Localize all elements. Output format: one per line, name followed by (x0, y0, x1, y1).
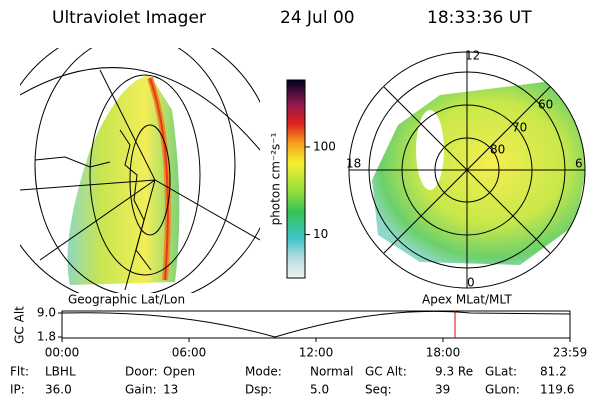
y-tick-label: 1.8 (37, 330, 56, 344)
status-value: Normal (310, 365, 353, 379)
mlt-label: 18 (346, 157, 361, 171)
status-label: Door: (125, 365, 158, 379)
status-value: Open (163, 365, 195, 379)
colorbar (286, 79, 306, 279)
geographic-image (20, 48, 260, 293)
timeline-box (61, 310, 571, 339)
status-value: 81.2 (540, 365, 567, 379)
status-value: 36.0 (45, 383, 72, 397)
x-tick-label: 12:00 (299, 346, 334, 360)
status-label: Flt: (10, 365, 29, 379)
colorbar-label: photon cm⁻²s⁻¹ (269, 132, 283, 225)
right-panel-label: Apex MLat/MLT (422, 293, 512, 307)
lat-label: 70 (512, 121, 527, 135)
altitude-curve (61, 310, 571, 338)
date: 24 Jul 00 (280, 8, 355, 28)
status-value: 9.3 Re (435, 365, 473, 379)
status-value: 5.0 (310, 383, 329, 397)
colorbar-tick-label: 100 (313, 139, 336, 153)
status-label: GLat: (485, 365, 517, 379)
status-label: GLon: (485, 383, 520, 397)
status-value: 39 (435, 383, 450, 397)
x-tick-label: 23:59 (553, 346, 588, 360)
timeline-y-label: GC Alt (13, 306, 27, 344)
mlt-label: 0 (467, 276, 475, 290)
y-tick-label: 9.0 (37, 306, 56, 320)
mlt-label: 12 (465, 49, 480, 63)
x-tick-label: 06:00 (172, 346, 207, 360)
polar-image (348, 51, 586, 289)
status-label: Gain: (125, 383, 157, 397)
mlt-label: 6 (575, 157, 583, 171)
lat-label: 60 (538, 98, 553, 112)
x-tick-label: 18:00 (426, 346, 461, 360)
status-value: LBHL (45, 365, 76, 379)
status-value: 119.6 (540, 383, 574, 397)
status-label: Seq: (365, 383, 392, 397)
status-label: GC Alt: (365, 365, 407, 379)
status-label: Mode: (245, 365, 282, 379)
colorbar-tick-label: 10 (313, 227, 328, 241)
left-panel-label: Geographic Lat/Lon (68, 293, 185, 307)
instrument: Ultraviolet Imager (52, 8, 206, 28)
status-label: Dsp: (245, 383, 272, 397)
status-value: 13 (163, 383, 178, 397)
lat-label: 80 (490, 143, 505, 157)
x-tick-label: 00:00 (45, 346, 80, 360)
time: 18:33:36 UT (427, 8, 532, 28)
status-label: IP: (10, 383, 25, 397)
